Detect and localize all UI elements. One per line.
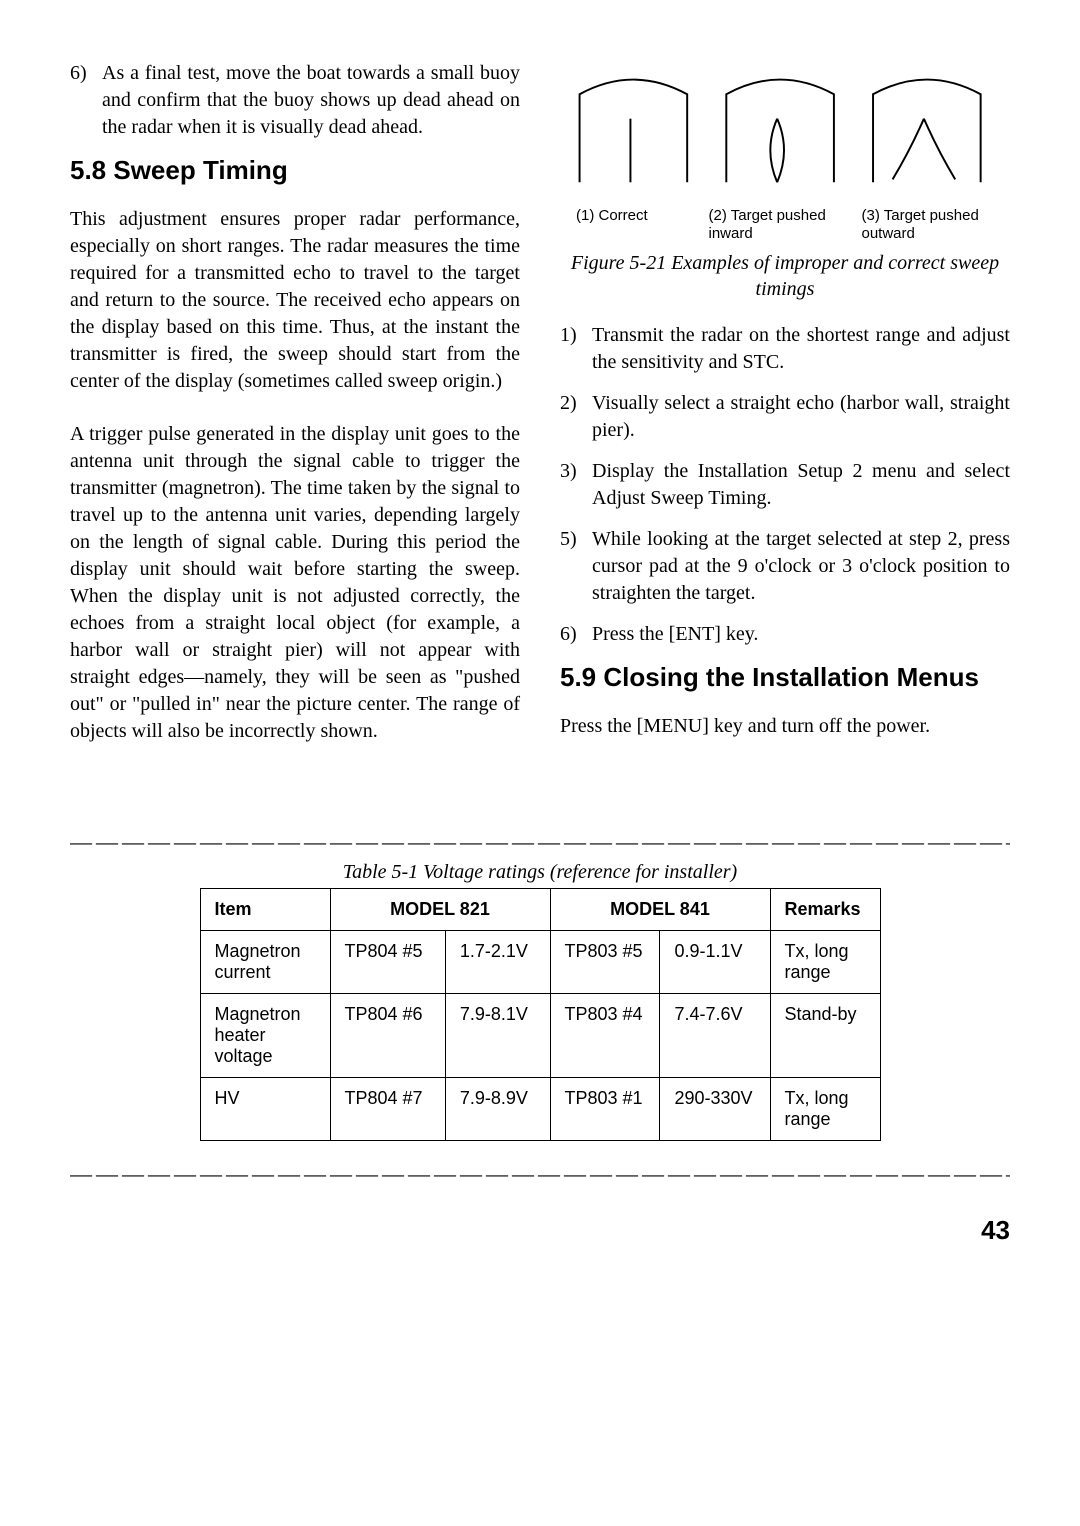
th-remarks: Remarks <box>770 889 880 931</box>
list-text: As a final test, move the boat towards a… <box>102 62 520 138</box>
cell: 0.9-1.1V <box>660 931 770 994</box>
sweep-timing-figure <box>560 60 1010 207</box>
step-1: 1)Transmit the radar on the shortest ran… <box>560 322 1010 376</box>
fig-label-1: (1) Correct <box>560 207 709 245</box>
list-text: Transmit the radar on the shortest range… <box>592 324 1010 373</box>
lower-dash-divider: —————————————————————————————————————— <box>70 1163 1010 1185</box>
para-5-8-2: A trigger pulse generated in the display… <box>70 421 520 745</box>
voltage-table-head: Item MODEL 821 MODEL 841 Remarks <box>200 889 880 931</box>
list-number: 2) <box>560 390 592 417</box>
cell: 7.9-8.1V <box>445 994 550 1078</box>
cell: TP803 #1 <box>550 1078 660 1141</box>
table-caption: Table 5-1 Voltage ratings (reference for… <box>70 861 1010 884</box>
heading-5-9: 5.9 Closing the Installation Menus <box>560 662 1010 693</box>
list-number: 6) <box>560 621 592 648</box>
cell: 290-330V <box>660 1078 770 1141</box>
cell: 7.9-8.9V <box>445 1078 550 1141</box>
cell: 1.7-2.1V <box>445 931 550 994</box>
fig-label-2: (2) Target pushed inward <box>709 207 862 245</box>
voltage-table-body: Magnetron current TP804 #5 1.7-2.1V TP80… <box>200 931 880 1141</box>
step-5: 5)While looking at the target selected a… <box>560 526 1010 607</box>
cell-item: Magnetron heater voltage <box>200 994 330 1078</box>
list-text: Visually select a straight echo (harbor … <box>592 392 1010 441</box>
cell: 7.4-7.6V <box>660 994 770 1078</box>
right-column: (1) Correct (2) Target pushed inward (3)… <box>560 60 1010 771</box>
list-number: 1) <box>560 322 592 349</box>
table-row: HV TP804 #7 7.9-8.9V TP803 #1 290-330V T… <box>200 1078 880 1141</box>
table-header-row: Item MODEL 821 MODEL 841 Remarks <box>200 889 880 931</box>
list-number: 6) <box>70 60 102 87</box>
fig-label-3: (3) Target pushed outward <box>862 207 1011 245</box>
figure-caption: Figure 5-21 Examples of improper and cor… <box>560 250 1010 302</box>
th-model-821: MODEL 821 <box>330 889 550 931</box>
cell-item: Magnetron current <box>200 931 330 994</box>
cell: TP804 #5 <box>330 931 445 994</box>
cell: TP804 #7 <box>330 1078 445 1141</box>
th-model-841: MODEL 841 <box>550 889 770 931</box>
cell: TP803 #5 <box>550 931 660 994</box>
cell-remarks: Tx, long range <box>770 931 880 994</box>
two-column-layout: 6)As a final test, move the boat towards… <box>70 60 1010 771</box>
cell-item: HV <box>200 1078 330 1141</box>
para-5-8-1: This adjustment ensures proper radar per… <box>70 206 520 395</box>
list-text: While looking at the target selected at … <box>592 528 1010 604</box>
table-row: Magnetron current TP804 #5 1.7-2.1V TP80… <box>200 931 880 994</box>
cell-remarks: Tx, long range <box>770 1078 880 1141</box>
para-5-9: Press the [MENU] key and turn off the po… <box>560 713 1010 740</box>
th-item: Item <box>200 889 330 931</box>
cell-remarks: Stand-by <box>770 994 880 1078</box>
voltage-table: Item MODEL 821 MODEL 841 Remarks Magnetr… <box>200 888 881 1141</box>
upper-dash-divider: —————————————————————————————————————— <box>70 831 1010 853</box>
list-text: Press the [ENT] key. <box>592 623 758 645</box>
heading-5-8: 5.8 Sweep Timing <box>70 155 520 186</box>
step-6: 6)Press the [ENT] key. <box>560 621 1010 648</box>
table-row: Magnetron heater voltage TP804 #6 7.9-8.… <box>200 994 880 1078</box>
list-number: 5) <box>560 526 592 553</box>
list-number: 3) <box>560 458 592 485</box>
page-number: 43 <box>70 1215 1010 1246</box>
list-text: Display the Installation Setup 2 menu an… <box>592 460 1010 509</box>
left-item-6: 6)As a final test, move the boat towards… <box>70 60 520 141</box>
cell: TP804 #6 <box>330 994 445 1078</box>
figure-labels: (1) Correct (2) Target pushed inward (3)… <box>560 207 1010 245</box>
step-2: 2)Visually select a straight echo (harbo… <box>560 390 1010 444</box>
left-column: 6)As a final test, move the boat towards… <box>70 60 520 771</box>
cell: TP803 #4 <box>550 994 660 1078</box>
step-3: 3)Display the Installation Setup 2 menu … <box>560 458 1010 512</box>
